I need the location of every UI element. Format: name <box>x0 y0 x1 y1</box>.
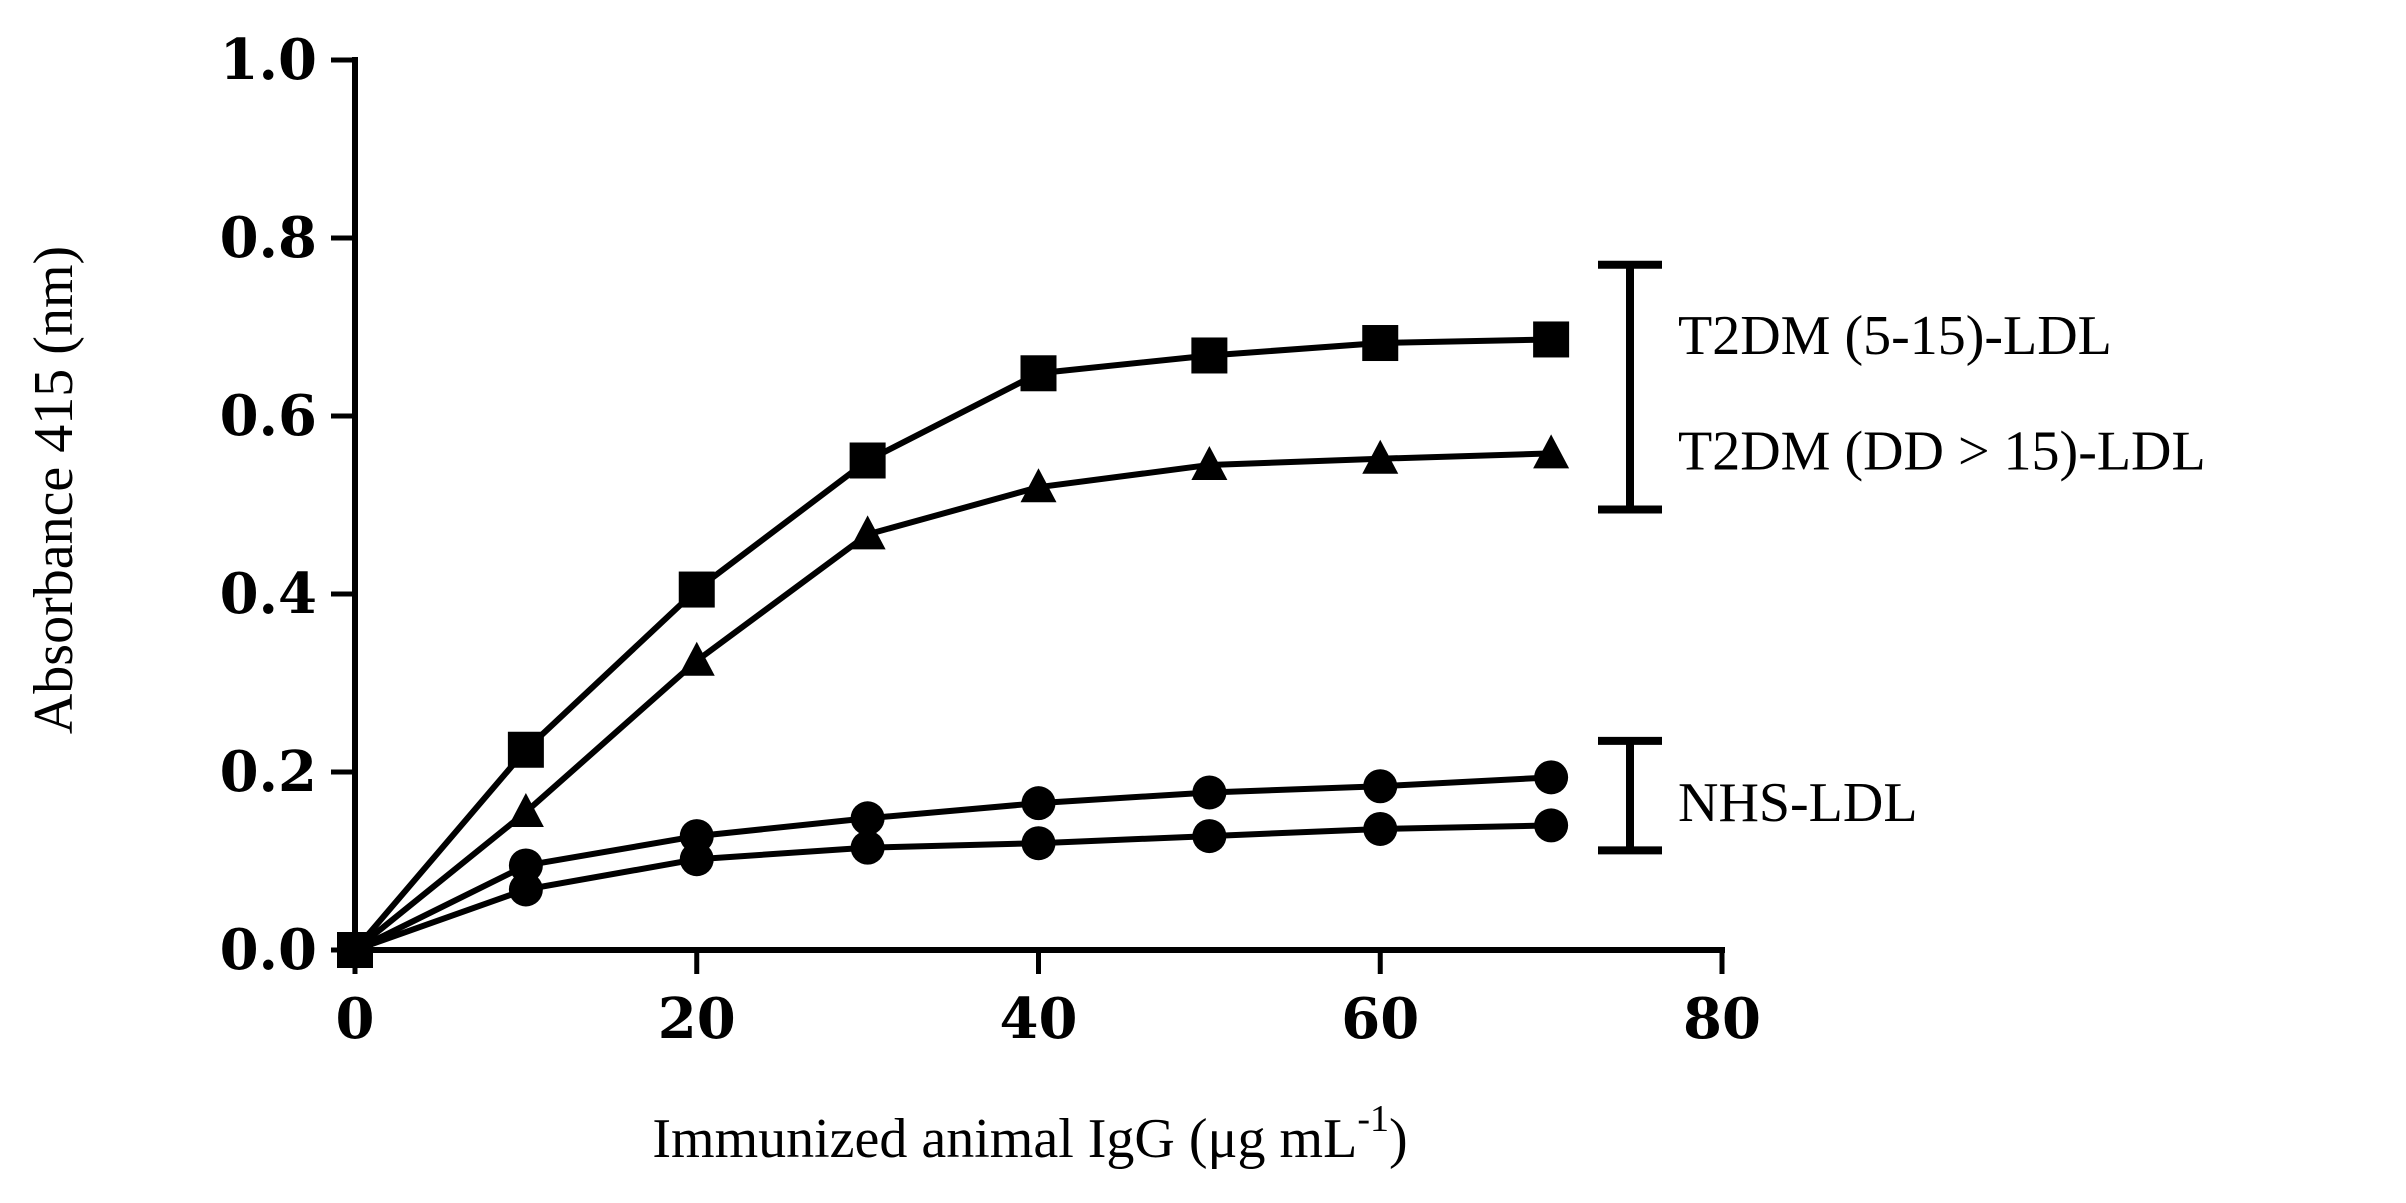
series-line <box>353 450 1552 953</box>
y-tick-label: 0.8 <box>220 205 317 271</box>
annotation-label: T2DM (DD > 15)-LDL <box>1678 421 2206 483</box>
x-tick-label: 0 <box>336 986 375 1052</box>
series-line <box>352 336 1552 952</box>
annotation-group-0: T2DM (5-15)-LDL T2DM (DD > 15)-LDL <box>1598 260 2206 514</box>
axes: 0.0 0.2 0.4 0.6 0.8 1.0 0 20 40 60 80 <box>220 27 1761 1052</box>
series-square-0 <box>337 321 1570 968</box>
circle-marker <box>850 830 885 865</box>
square-marker <box>678 571 715 608</box>
triangle-marker <box>1362 439 1399 474</box>
circle-marker <box>1021 786 1056 821</box>
circle-marker <box>508 872 543 907</box>
y-tick-label: 0.0 <box>220 917 317 983</box>
triangle-marker <box>1191 445 1228 480</box>
y-axis-label: Absorbance 415 (nm) <box>23 246 85 734</box>
triangle-marker <box>678 641 715 676</box>
square-marker <box>1362 325 1399 362</box>
circle-marker <box>508 848 543 883</box>
series-line <box>353 822 1552 953</box>
x-axis-label-main: Immunized animal IgG (μg mL <box>652 1108 1357 1170</box>
circle-marker <box>1363 769 1398 804</box>
y-tick-label: 1.0 <box>220 27 317 93</box>
square-marker <box>1533 321 1570 358</box>
x-axis-label-close: ) <box>1389 1108 1408 1170</box>
circle-marker <box>1192 819 1227 854</box>
square-marker <box>1020 355 1057 392</box>
square-marker <box>1191 337 1228 374</box>
triangle-marker <box>1020 468 1057 503</box>
annotations: T2DM (5-15)-LDL T2DM (DD > 15)-LDL NHS-LDL <box>1598 260 2206 855</box>
y-tick-label: 0.2 <box>220 739 317 805</box>
x-tick-label: 40 <box>1000 986 1078 1052</box>
x-tick-label: 80 <box>1683 986 1761 1052</box>
series-triangle-1 <box>337 434 1570 965</box>
x-tick-label: 20 <box>658 986 736 1052</box>
circle-marker <box>1021 826 1056 861</box>
x-axis-label-superscript: -1 <box>1357 1098 1389 1140</box>
circle-marker <box>1534 808 1569 843</box>
series-line <box>353 774 1552 953</box>
series-circle-2 <box>338 760 1569 967</box>
annotation-label: T2DM (5-15)-LDL <box>1678 305 2112 367</box>
triangle-marker <box>1533 434 1570 469</box>
series-group <box>337 321 1570 968</box>
y-tick-label: 0.4 <box>220 561 317 627</box>
triangle-marker <box>849 515 886 550</box>
circle-marker <box>1534 760 1569 795</box>
circle-marker <box>850 801 885 836</box>
circle-marker <box>1363 811 1398 846</box>
circle-marker <box>338 933 372 967</box>
x-axis-label: Immunized animal IgG (μg mL-1) <box>652 1098 1407 1170</box>
x-tick-label: 60 <box>1341 986 1419 1052</box>
triangle-marker <box>507 793 544 828</box>
circle-marker <box>1192 775 1227 810</box>
square-marker <box>507 731 544 768</box>
series-circle-3 <box>338 808 1569 967</box>
circle-marker <box>679 842 714 877</box>
square-marker <box>849 442 886 479</box>
annotation-group-1: NHS-LDL <box>1598 736 1918 855</box>
y-tick-label: 0.6 <box>220 383 317 449</box>
annotation-label: NHS-LDL <box>1678 772 1918 834</box>
